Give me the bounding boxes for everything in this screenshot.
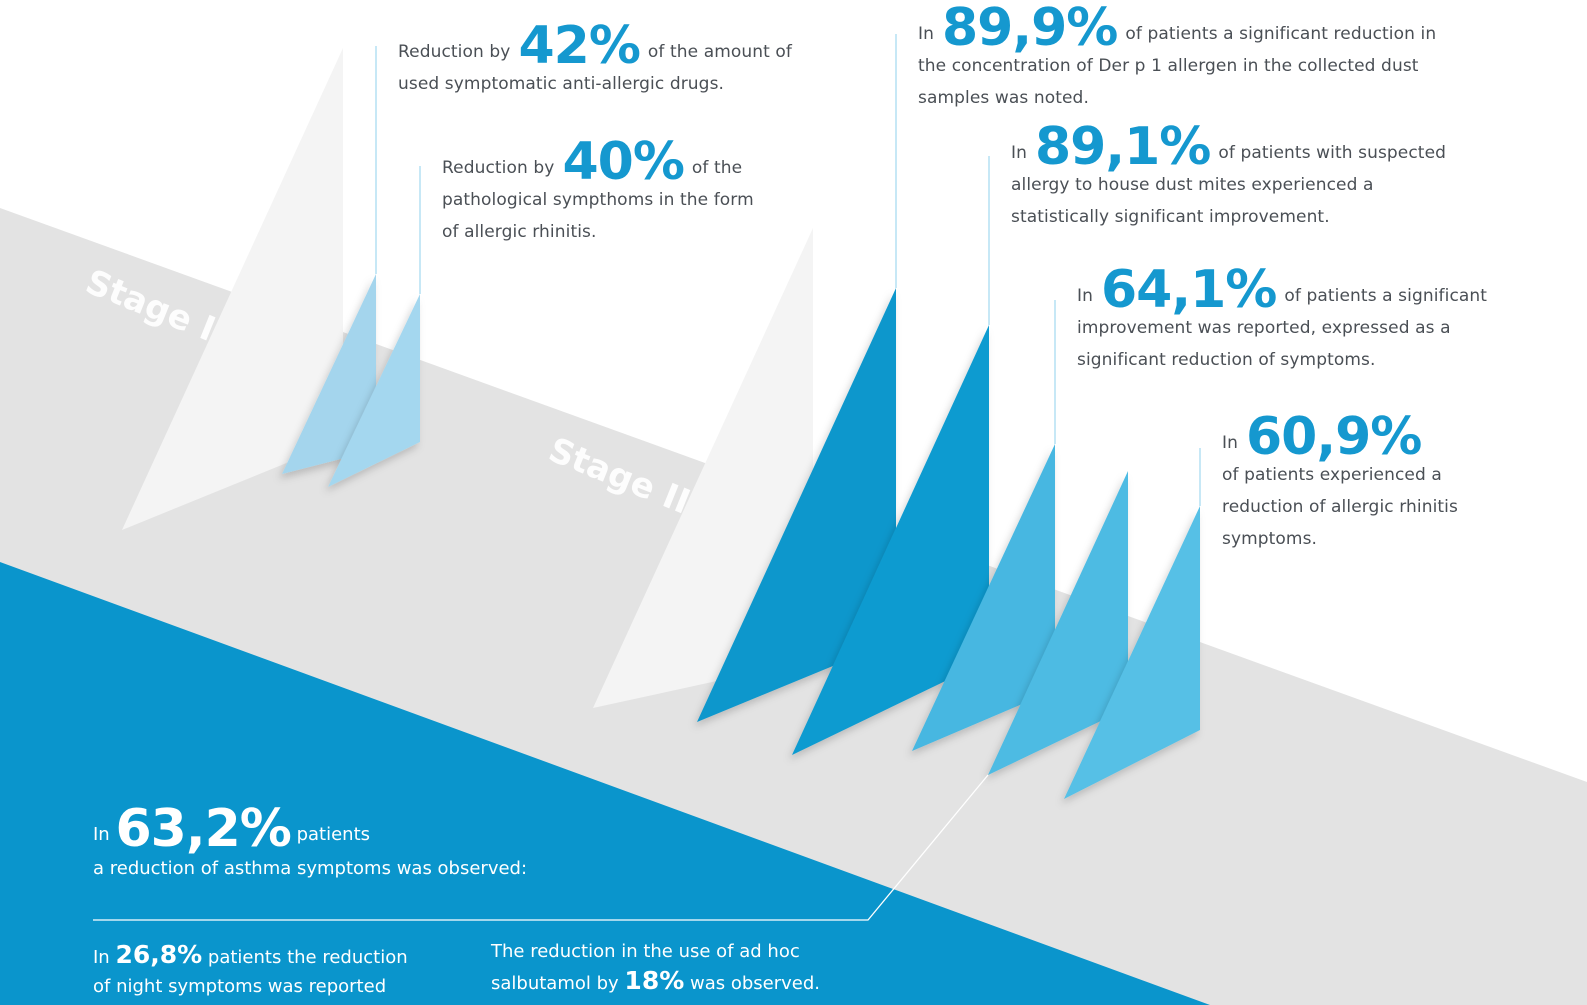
stat-89-9-prefix: In [918, 24, 934, 44]
blue-band [0, 562, 1210, 1005]
stat-64-1-prefix: In [1077, 286, 1093, 306]
stat-64-1-value: 64,1% [1101, 260, 1277, 320]
stat-40-text: of the pathological sympthoms in the for… [442, 158, 754, 242]
salbutamol-line1: The reduction in the use of ad hoc [491, 941, 800, 962]
stat-89-9-value: 89,9% [942, 0, 1118, 58]
stat-89-1-prefix: In [1011, 143, 1027, 163]
stat-60-9-text: of patients experienced a reduction of a… [1222, 465, 1458, 549]
stat-40: Reduction by 40% of the pathological sympt… [442, 136, 762, 248]
stage1-triangle-42 [282, 274, 376, 474]
stat-89-9: In 89,9% of patients a significant reducti… [918, 2, 1458, 114]
night-text: patients the reduction of night symptoms… [93, 947, 408, 997]
stage2-triangle-60-9a [988, 471, 1128, 775]
stat-89-9-text: of patients a significant reduction in t… [918, 24, 1437, 108]
stat-89-1-text: of patients with suspected allergy to ho… [1011, 143, 1447, 227]
stat-42-value: 42% [518, 16, 640, 76]
leader-asthma [93, 774, 989, 921]
stat-40-prefix: Reduction by [442, 158, 555, 178]
stat-40-value: 40% [562, 132, 684, 192]
asthma-line2: a reduction of asthma symptoms was obser… [93, 858, 528, 879]
stage2-triangle-60-9b [1064, 506, 1200, 799]
salbutamol-text: was observed. [690, 973, 821, 994]
stage1-pale-triangle [122, 48, 343, 530]
asthma-value: 63,2% [115, 799, 291, 859]
salbutamol-stat: The reduction in the use of ad hoc salbu… [491, 937, 821, 998]
stat-42: Reduction by 42% of the amount of used sym… [398, 20, 798, 100]
stage2-pale-triangle [593, 228, 813, 708]
night-stat: In 26,8% patients the reduction of night… [93, 940, 413, 1001]
stat-60-9: In 60,9% of patients experienced a reducti… [1222, 411, 1472, 555]
stat-89-1: In 89,1% of patients with suspected allerg… [1011, 121, 1456, 233]
stat-64-1-text: of patients a significant improvement wa… [1077, 286, 1488, 370]
stage2-triangle-64-1 [912, 444, 1055, 751]
salbutamol-value: 18% [624, 966, 685, 995]
stage2-triangle-89-9 [697, 288, 896, 722]
stage2-triangle-89-1 [792, 325, 989, 755]
asthma-stat: In 63,2% patients a reduction of asthma … [93, 803, 653, 886]
stat-89-1-value: 89,1% [1035, 117, 1211, 177]
salbutamol-prefix: salbutamol by [491, 973, 619, 994]
asthma-suffix: patients [296, 824, 371, 845]
asthma-prefix: In [93, 824, 110, 845]
night-prefix: In [93, 947, 110, 968]
stage1-triangle-40 [328, 294, 420, 487]
stat-42-text: of the amount of used symptomatic anti-a… [398, 42, 792, 94]
stat-60-9-value: 60,9% [1246, 407, 1422, 467]
stat-64-1: In 64,1% of patients a significant improve… [1077, 264, 1497, 376]
night-value: 26,8% [115, 940, 203, 969]
stat-60-9-prefix: In [1222, 433, 1238, 453]
stat-42-prefix: Reduction by [398, 42, 511, 62]
